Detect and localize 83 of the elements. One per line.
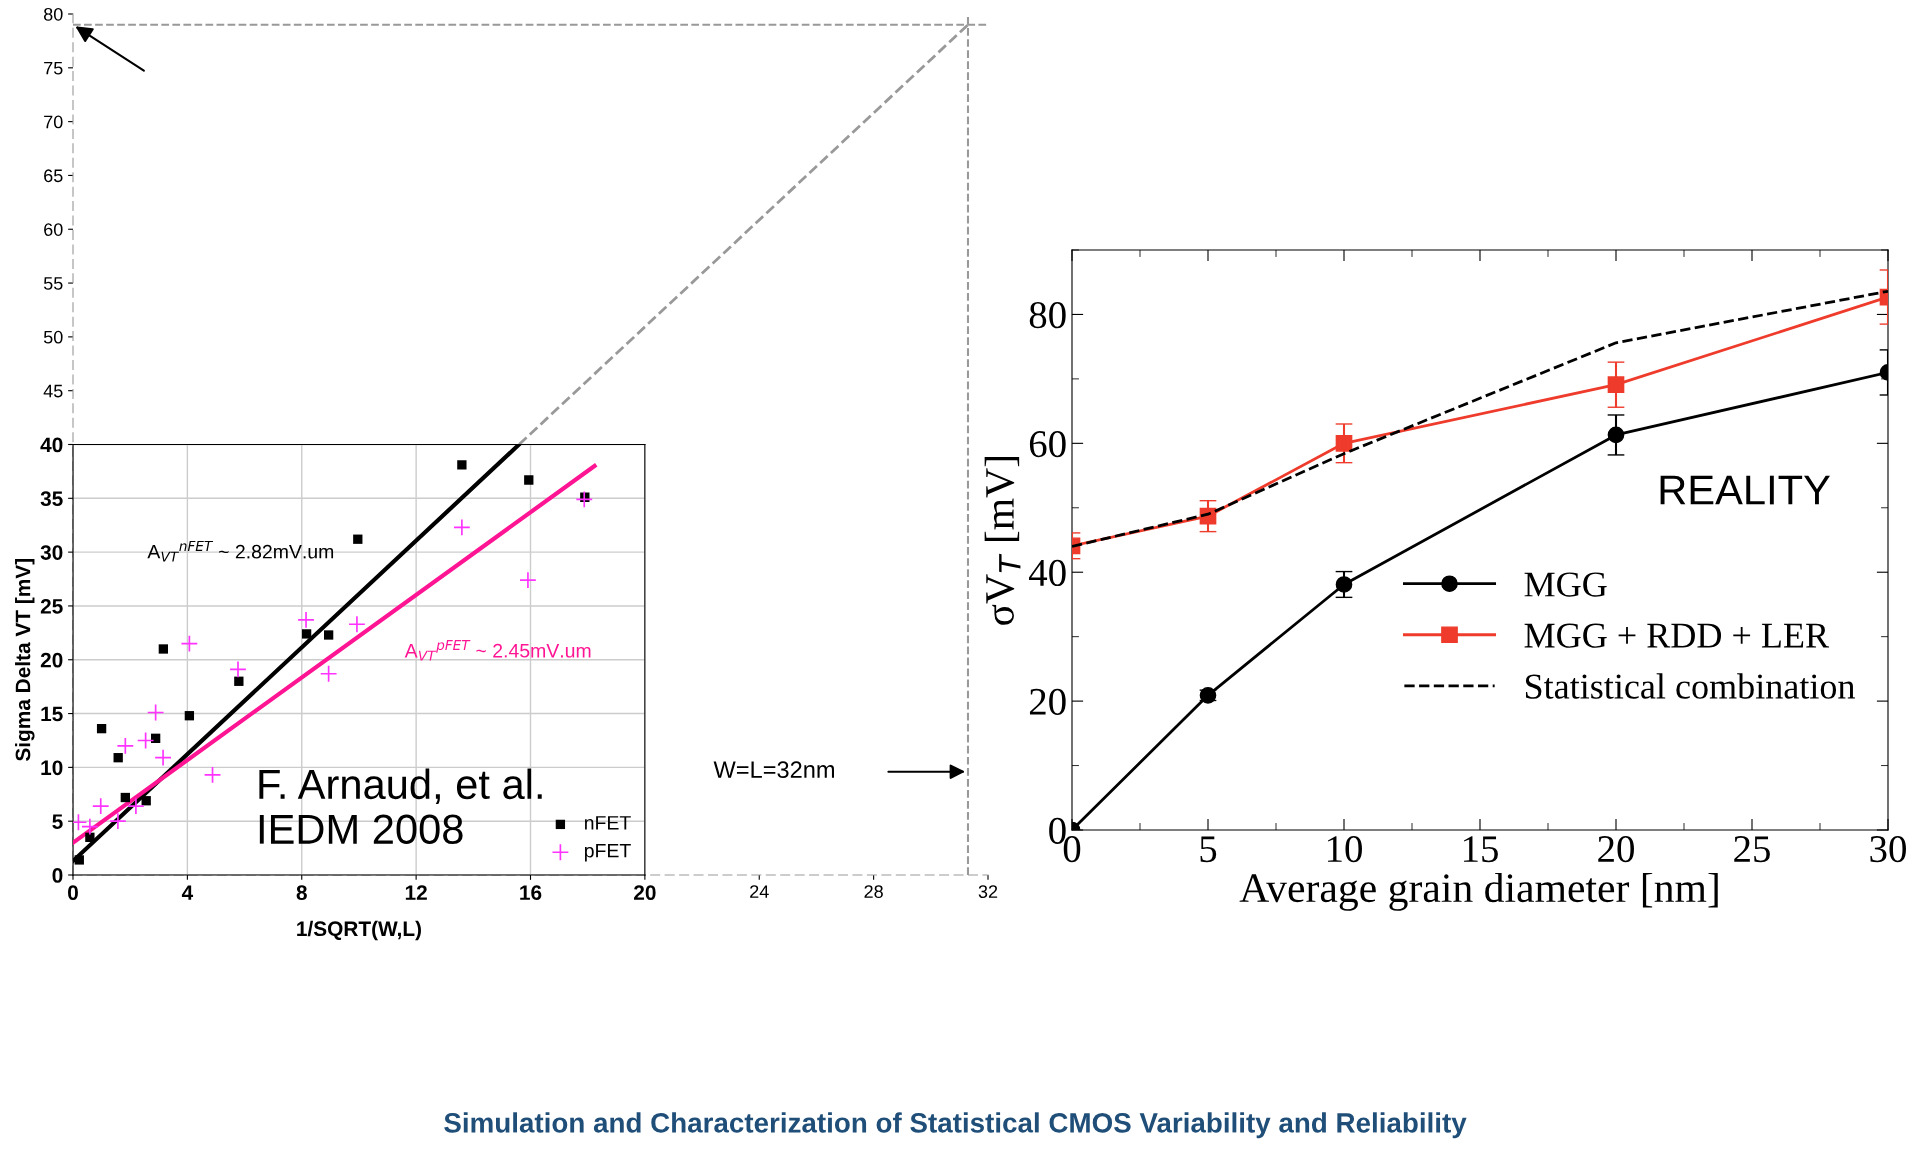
- y-tick-label: 35: [40, 491, 63, 507]
- y-tick-label: 60: [44, 223, 63, 236]
- point: [81, 817, 99, 836]
- x-tick-label: 25: [1734, 836, 1770, 863]
- point: [154, 748, 172, 767]
- y-tick-label: 15: [41, 706, 63, 722]
- annotation: F. Arnaud, et al. IEDM 2008: [259, 768, 542, 845]
- text: Simulation and Characterization of Statistical CMOS Variability and Reliability: [444, 1112, 1467, 1139]
- x-tick-label: 16: [520, 885, 542, 901]
- y-tick-label: 55: [43, 277, 63, 290]
- point: [127, 797, 145, 815]
- y-tick-label: 30: [40, 545, 63, 560]
- y-tick-label: 65: [44, 169, 63, 183]
- y-tick-label: 75: [44, 61, 63, 75]
- y-tick-label: 80: [43, 7, 63, 21]
- x-tick-label: 4: [181, 885, 194, 900]
- point: [319, 664, 338, 683]
- y-tick-label: 20: [40, 652, 63, 668]
- x-tick-label: 24: [750, 885, 769, 898]
- annotation: REALITY: [1660, 475, 1830, 505]
- point: [524, 475, 534, 485]
- y-tick-label: 80: [1029, 302, 1066, 329]
- point: [109, 812, 127, 830]
- point: [203, 766, 222, 784]
- point: [116, 737, 135, 755]
- point: [113, 753, 123, 763]
- x-axis-title: Average grain diameter [nm]: [1239, 872, 1718, 911]
- point: [575, 490, 594, 509]
- y-tick-label: 5: [52, 814, 63, 829]
- y-tick-label: 50: [43, 330, 63, 344]
- x-tick-label: 30: [1870, 835, 1906, 863]
- x-tick-label: 12: [405, 885, 427, 900]
- y-tick-label: 70: [44, 115, 63, 129]
- y-tick-label: 40: [40, 437, 63, 453]
- y-tick-label: 60: [1029, 430, 1066, 458]
- point: [453, 518, 471, 537]
- x-tick-label: 10: [1327, 835, 1362, 863]
- annotation: A$_{VT}$$^{pFET}$ ~ 2.45mV.um: [404, 640, 591, 661]
- point: [136, 731, 155, 750]
- point: [150, 733, 161, 743]
- x-tick-label: 20: [634, 885, 656, 901]
- y-tick-label: 10: [41, 760, 63, 776]
- point: [85, 832, 95, 842]
- point: [297, 611, 315, 629]
- x-tick-label: 0: [68, 885, 78, 901]
- point: [348, 615, 366, 633]
- point: [74, 855, 84, 865]
- point: [229, 660, 247, 679]
- legend-label: Statistical combination: [1525, 673, 1855, 699]
- legend-label: pFET: [584, 843, 631, 862]
- y-tick-label: 45: [43, 384, 63, 398]
- point: [353, 534, 363, 544]
- x-tick-label: 15: [1463, 836, 1498, 863]
- point: [180, 634, 199, 653]
- y-axis-title: σV$_{T}$ [mV]: [984, 456, 1021, 625]
- x-axis-title: 1/SQRT(W,L): [297, 920, 421, 941]
- point: [91, 797, 110, 815]
- point: [457, 460, 467, 470]
- y-tick-label: 40: [1029, 559, 1066, 587]
- point: [184, 711, 195, 721]
- point: [146, 703, 165, 722]
- y-axis-title: Sigma Delta VT [mV]: [15, 559, 35, 762]
- point: [158, 644, 169, 654]
- point: [234, 676, 244, 686]
- point: [519, 571, 537, 589]
- point: [141, 796, 151, 806]
- y-tick-label: 20: [1029, 688, 1066, 715]
- legend-label: MGG: [1524, 572, 1607, 597]
- x-tick-label: 5: [1200, 836, 1217, 863]
- x-tick-label: 8: [296, 885, 307, 901]
- legend-label: MGG + RDD + LER: [1524, 623, 1830, 648]
- point: [120, 792, 130, 803]
- point: [301, 629, 312, 639]
- point: [323, 630, 334, 640]
- legend-label: nFET: [585, 816, 631, 830]
- x-tick-label: 20: [1598, 835, 1634, 863]
- y-tick-label: 0: [52, 868, 63, 883]
- y-tick-label: 25: [40, 598, 63, 614]
- x-tick-label: 32: [978, 885, 998, 898]
- x-tick-label: 28: [864, 885, 883, 898]
- point: [96, 723, 107, 734]
- annotation: W=L=32nm: [713, 761, 834, 779]
- annotation: A$_{VT}$$^{nFET}$ ~ 2.82mV.um: [147, 540, 334, 562]
